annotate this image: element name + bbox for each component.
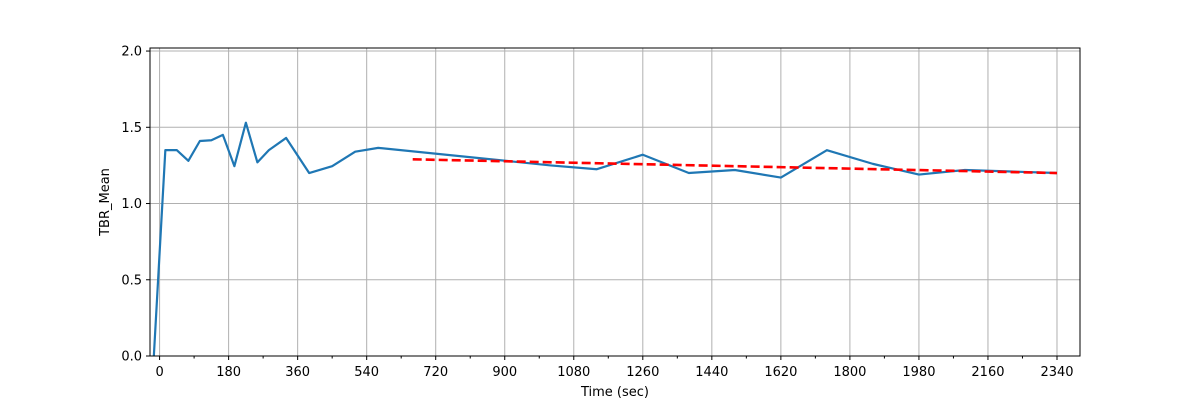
- y-tick-label: 2.0: [121, 45, 142, 60]
- y-axis-label: TBR_Mean: [98, 168, 113, 237]
- x-axis-label: Time (sec): [580, 385, 649, 400]
- x-tick-label: 0: [155, 365, 163, 380]
- y-tick-label: 1.0: [121, 197, 142, 212]
- y-tick-label: 1.5: [121, 121, 142, 136]
- trend-line-dashed: [412, 158, 1058, 175]
- x-tick-label: 1980: [902, 365, 935, 380]
- plot-frame: [149, 47, 1081, 357]
- x-tick-label: 2340: [1040, 365, 1073, 380]
- x-tick-label: 1080: [557, 365, 590, 380]
- x-tick-label: 180: [216, 365, 241, 380]
- x-tick-label: 720: [423, 365, 448, 380]
- x-axis-ticks: 0 180 360 540 720 900 1080 1260 1440 1620 1800 1980…: [155, 356, 1074, 380]
- x-tick-label: 900: [492, 365, 517, 380]
- x-tick-label: 1620: [764, 365, 797, 380]
- x-tick-label: 1800: [833, 365, 866, 380]
- y-tick-label: 0.5: [121, 273, 142, 288]
- x-tick-label: 1440: [695, 365, 728, 380]
- x-tick-label: 2160: [971, 365, 1004, 380]
- y-tick-label: 0.0: [121, 350, 142, 365]
- series-layer: [152, 121, 1058, 356]
- y-axis-ticks: 0.0 0.5 1.0 1.5 2.0: [121, 45, 150, 365]
- grid: [150, 48, 1080, 357]
- x-tick-label: 540: [354, 365, 379, 380]
- x-tick-label: 360: [285, 365, 310, 380]
- x-tick-label: 1260: [626, 365, 659, 380]
- series-line: [152, 121, 1058, 356]
